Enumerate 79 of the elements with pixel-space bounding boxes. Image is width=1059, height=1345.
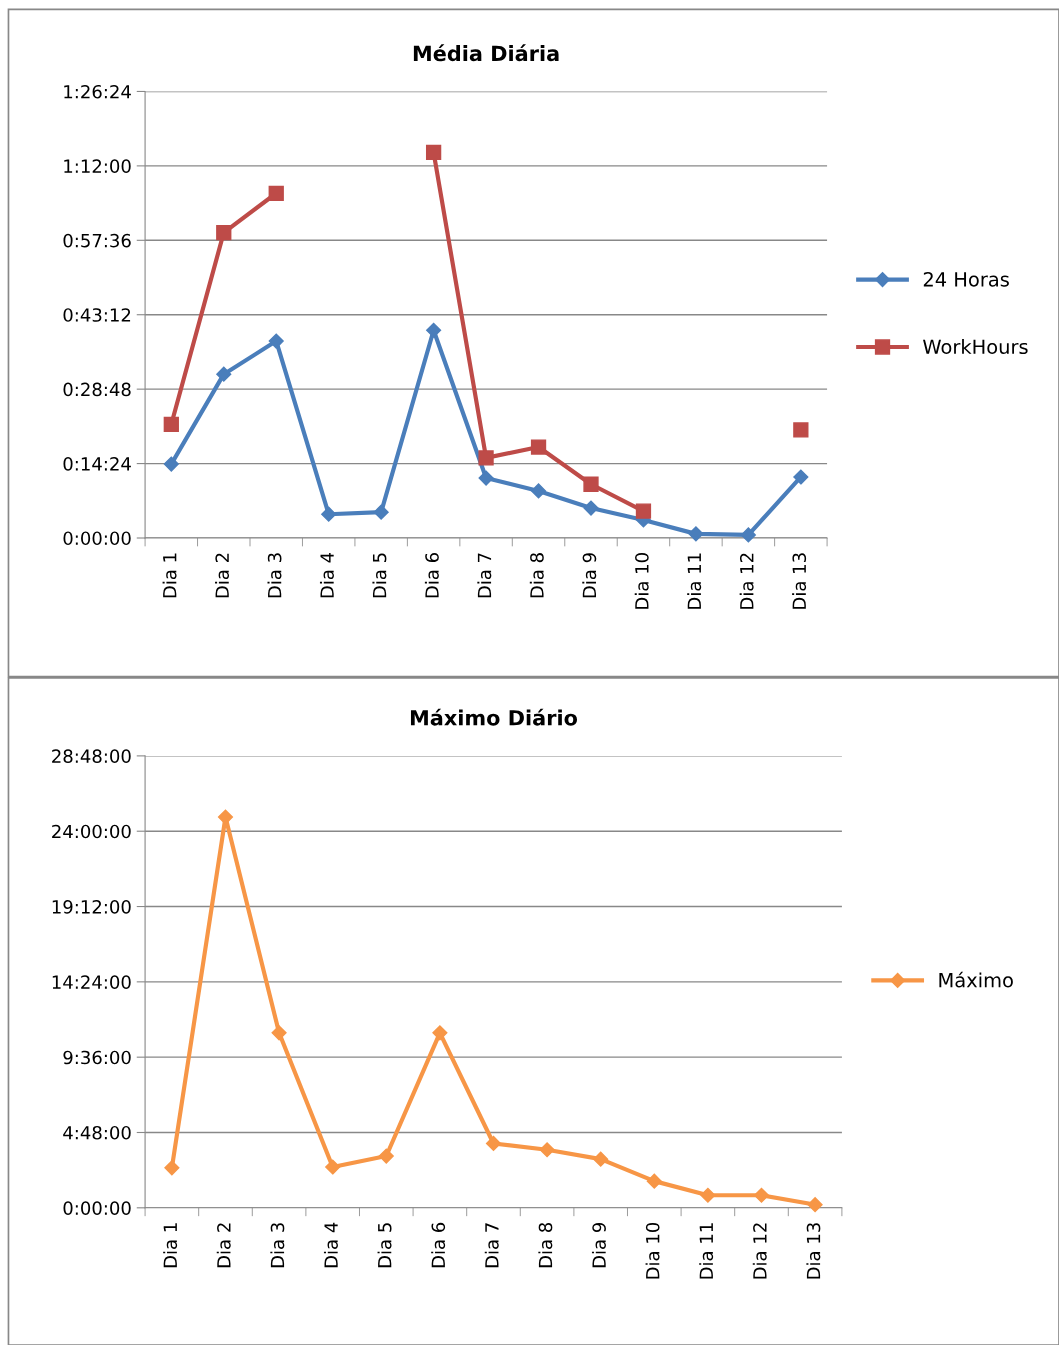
x-tick-label: Dia 4 bbox=[319, 552, 334, 598]
y-tick-label: 19:12:00 bbox=[52, 899, 131, 914]
y-tick-label: 0:00:00 bbox=[63, 1201, 131, 1215]
x-tick-label: Dia 2 bbox=[215, 553, 230, 598]
point bbox=[268, 185, 284, 201]
point bbox=[426, 322, 442, 338]
point bbox=[216, 224, 232, 241]
y-tick-label: 0:57:36 bbox=[63, 233, 131, 248]
x-tick-label: Dia 13 bbox=[806, 1223, 821, 1279]
legend-label: 24 Horas bbox=[923, 271, 1009, 287]
y-tick-label: 28:48:00 bbox=[52, 749, 131, 764]
point bbox=[217, 809, 234, 825]
x-tick-label: Dia 7 bbox=[484, 1223, 499, 1268]
point bbox=[268, 333, 284, 349]
x-tick-label: Dia 4 bbox=[323, 1222, 338, 1268]
point bbox=[378, 1148, 394, 1164]
x-tick-label: Dia 5 bbox=[377, 1223, 392, 1268]
point bbox=[793, 469, 809, 485]
point bbox=[432, 1025, 448, 1041]
point bbox=[753, 1187, 770, 1203]
legend-label: WorkHours bbox=[923, 339, 1028, 355]
x-tick-label: Dia 12 bbox=[752, 1223, 767, 1279]
x-tick-label: Dia 8 bbox=[538, 1222, 553, 1268]
point bbox=[485, 1135, 502, 1152]
legend-label: Máximo bbox=[939, 971, 1013, 988]
chart-title: Máximo Diário bbox=[410, 708, 578, 726]
y-tick-label: 0:00:00 bbox=[63, 531, 131, 546]
x-tick-label: Dia 7 bbox=[477, 553, 492, 598]
point bbox=[478, 450, 494, 466]
point bbox=[321, 506, 337, 522]
point bbox=[807, 1197, 823, 1213]
point bbox=[793, 422, 809, 438]
point bbox=[593, 1151, 609, 1167]
point bbox=[425, 144, 442, 161]
point bbox=[530, 439, 547, 455]
point bbox=[163, 456, 179, 472]
y-tick-label: 9:36:00 bbox=[63, 1050, 131, 1065]
x-tick-label: Dia 9 bbox=[591, 1222, 606, 1268]
x-tick-label: Dia 13 bbox=[792, 553, 807, 609]
y-tick-label: 24:00:00 bbox=[52, 824, 131, 839]
point bbox=[583, 500, 599, 516]
point bbox=[164, 1160, 180, 1176]
y-tick-label: 1:26:24 bbox=[64, 84, 131, 99]
x-tick-label: Dia 9 bbox=[582, 553, 597, 598]
x-tick-label: Dia 1 bbox=[163, 1223, 178, 1268]
point bbox=[583, 476, 599, 492]
point bbox=[646, 1173, 662, 1189]
point bbox=[700, 1187, 716, 1203]
x-tick-label: Dia 3 bbox=[270, 1223, 285, 1268]
y-tick-label: 0:28:48 bbox=[63, 382, 131, 397]
point bbox=[325, 1159, 341, 1175]
x-tick-label: Dia 11 bbox=[687, 553, 702, 609]
chart-title: Média Diária bbox=[413, 44, 559, 62]
point bbox=[530, 483, 547, 499]
point bbox=[216, 366, 232, 382]
y-tick-label: 14:24:00 bbox=[52, 975, 131, 989]
point bbox=[373, 504, 389, 520]
point bbox=[163, 416, 179, 432]
x-tick-label: Dia 8 bbox=[529, 553, 544, 598]
y-tick-label: 1:12:00 bbox=[64, 159, 131, 173]
y-tick-label: 4:48:00 bbox=[63, 1125, 131, 1140]
point bbox=[271, 1025, 287, 1041]
point bbox=[539, 1142, 555, 1158]
point bbox=[740, 527, 756, 543]
x-tick-label: Dia 5 bbox=[372, 553, 387, 598]
x-tick-label: Dia 3 bbox=[267, 553, 282, 598]
x-tick-label: Dia 6 bbox=[424, 553, 439, 598]
y-tick-label: 0:43:12 bbox=[63, 308, 131, 322]
x-tick-label: Dia 2 bbox=[216, 1223, 231, 1268]
x-tick-label: Dia 1 bbox=[162, 553, 177, 598]
x-tick-label: Dia 11 bbox=[699, 1223, 714, 1279]
x-tick-label: Dia 10 bbox=[645, 1222, 660, 1279]
point bbox=[688, 526, 704, 542]
y-tick-label: 0:14:24 bbox=[63, 457, 131, 471]
x-tick-label: Dia 12 bbox=[739, 553, 754, 609]
x-tick-label: Dia 10 bbox=[634, 553, 649, 609]
point bbox=[635, 503, 652, 519]
point bbox=[478, 470, 494, 486]
x-tick-label: Dia 6 bbox=[431, 1222, 446, 1268]
